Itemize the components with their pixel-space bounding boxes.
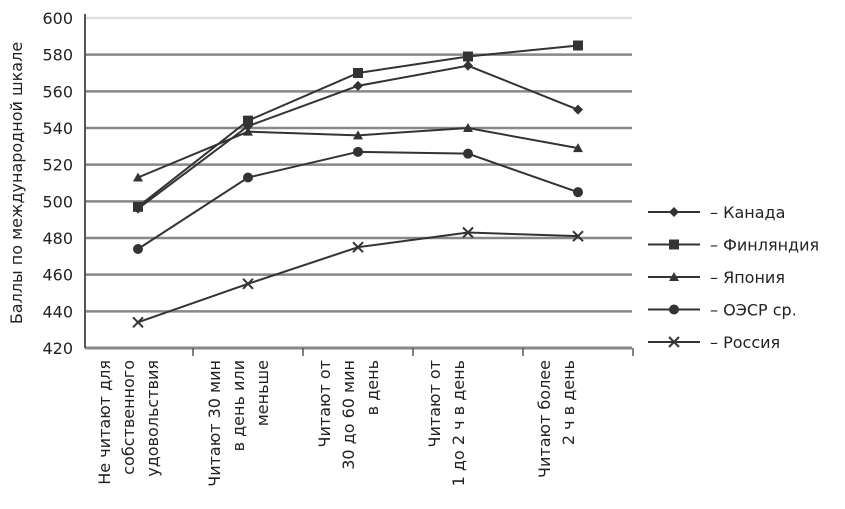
x-tick-label-line: Читают от [315, 360, 334, 447]
x-tick-label: Читают от 30 до 60 мин в день [315, 360, 382, 470]
triangle-marker [573, 143, 583, 153]
circle-marker [133, 244, 143, 254]
x-marker [352, 241, 364, 253]
series-triangle [133, 123, 583, 182]
circle-marker [573, 187, 583, 198]
y-tick-label: 480 [42, 229, 73, 248]
square-marker [669, 239, 679, 250]
x-tick-label-line: в день [363, 360, 382, 415]
diamond-marker [463, 60, 473, 71]
x-tick-label-line: 30 до 60 мин [339, 360, 358, 470]
x-tick-label-line: Читают от [425, 360, 444, 447]
y-tick-label: 500 [42, 192, 73, 211]
legend-label: – Россия [710, 333, 780, 352]
y-axis-label: Баллы по международной шкале [7, 42, 26, 324]
triangle-marker [669, 272, 679, 281]
x-tick-label-line: 2 ч в день [559, 360, 578, 445]
y-tick-label: 560 [42, 82, 73, 101]
x-tick-label-line: 1 до 2 ч в день [449, 360, 468, 486]
series-x [132, 226, 584, 329]
y-tick-label: 580 [42, 46, 73, 65]
legend-label: – Канада [710, 203, 785, 222]
x-tick-label: Не читают для собственного удовольствия [95, 360, 162, 485]
x-tick-label-line: Читают 30 мин [205, 360, 224, 487]
triangle-marker [133, 172, 143, 182]
circle-marker [463, 148, 473, 159]
y-tick-label: 520 [42, 156, 73, 175]
x-tick-label: Читают от 1 до 2 ч в день [425, 360, 468, 486]
diamond-marker [353, 80, 363, 91]
y-tick-label: 420 [42, 339, 73, 358]
x-tick-label: Читают более 2 ч в день [535, 360, 578, 478]
series-circle [133, 146, 583, 254]
x-tick-label-line: меньше [253, 360, 272, 426]
legend-item: – ОЭСР ср. [648, 301, 797, 320]
square-marker [133, 201, 143, 212]
x-tick-label-line: Не читают для [95, 360, 114, 485]
series-square [133, 40, 583, 212]
x-marker [668, 336, 680, 348]
x-marker [242, 278, 254, 290]
x-marker [572, 230, 584, 242]
square-marker [463, 51, 473, 62]
diamond-marker [573, 104, 583, 115]
square-marker [573, 40, 583, 51]
x-marker [462, 226, 474, 239]
legend-item: – Канада [648, 203, 785, 222]
diamond-marker [669, 207, 679, 217]
y-tick-label: 540 [42, 119, 73, 138]
legend-item: – Финляндия [648, 236, 819, 255]
circle-marker [353, 146, 363, 157]
y-tick-label: 460 [42, 266, 73, 285]
x-tick-label-line: удовольствия [143, 360, 162, 477]
legend-label: – ОЭСР ср. [710, 301, 797, 320]
triangle-marker [243, 126, 253, 136]
x-tick-label-line: в день или [229, 360, 248, 451]
x-marker [132, 316, 144, 329]
triangle-marker [463, 123, 473, 132]
x-tick-label: Читают 30 мин в день или меньше [205, 360, 272, 487]
legend-item: – Россия [648, 333, 780, 352]
y-tick-label: 600 [42, 9, 73, 28]
legend-item: – Япония [648, 268, 785, 287]
x-tick-label-line: собственного [119, 360, 138, 475]
x-tick-label-line: Читают более [535, 360, 554, 478]
circle-marker [669, 304, 679, 315]
y-tick-label: 440 [42, 302, 73, 321]
legend-label: – Япония [710, 268, 785, 287]
circle-marker [243, 172, 253, 183]
square-marker [243, 115, 253, 126]
legend-label: – Финляндия [710, 236, 819, 255]
triangle-marker [353, 130, 363, 140]
square-marker [353, 68, 363, 78]
